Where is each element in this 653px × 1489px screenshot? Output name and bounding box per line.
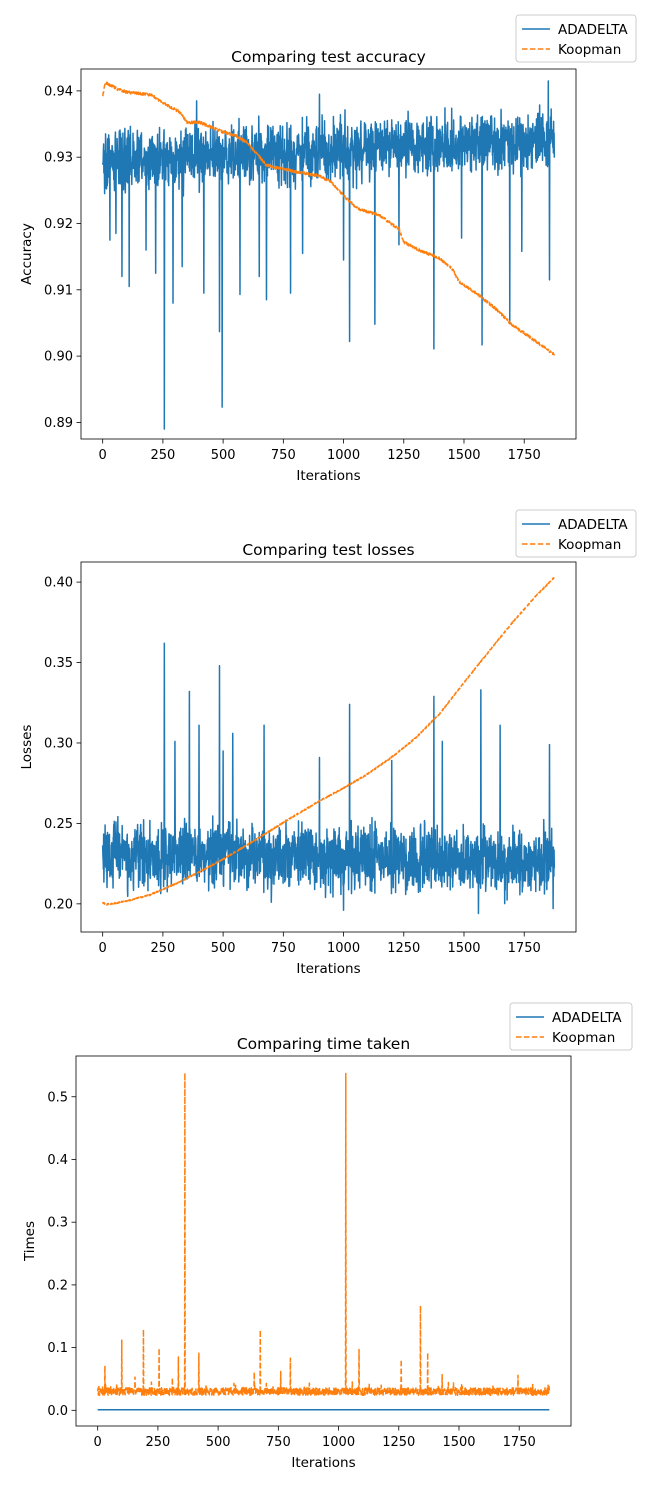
chart-panel-1: 0 250 500 750 1000 1250 1500 1750 0.89 0.90 0.91 0.…	[19, 14, 637, 484]
x-tick-label: 1500	[447, 448, 480, 463]
x-tick-label: 750	[266, 1435, 291, 1450]
legend-label-adadelta: ADADELTA	[558, 22, 628, 38]
legend-label-adadelta: ADADELTA	[558, 517, 628, 533]
y-tick-label: 0.40	[44, 576, 73, 591]
chart-panel-2: 0 250 500 750 1000 1250 1500 1750 0.20 0.25 0.30 0.…	[19, 509, 637, 977]
x-tick-label: 750	[271, 448, 296, 463]
x-tick-label: 250	[145, 1435, 170, 1450]
y-tick-label: 0.5	[47, 1090, 68, 1105]
y-tick-label: 0.35	[44, 656, 73, 671]
legend-label-koopman: Koopman	[558, 42, 621, 58]
plot-frame	[80, 561, 577, 933]
x-tick-label: 250	[150, 941, 175, 956]
y-tick-label: 0.94	[44, 84, 73, 99]
x-tick-label: 1000	[322, 1435, 355, 1450]
legend: ADADELTA Koopman	[515, 509, 637, 558]
y-axis-label: Accuracy	[19, 223, 35, 285]
legend-label-adadelta: ADADELTA	[552, 1010, 622, 1026]
y-tick-label: 0.30	[44, 736, 73, 751]
series-group	[101, 576, 556, 915]
y-axis-label: Losses	[19, 725, 35, 770]
y-tick-label: 0.4	[47, 1153, 68, 1168]
x-axis-label: Iterations	[296, 468, 360, 484]
y-axis-label: Times	[22, 1221, 38, 1262]
plot-frame	[80, 68, 577, 440]
series-line-adadelta	[101, 642, 556, 915]
chart-title: Comparing test losses	[242, 541, 414, 559]
legend-label-koopman: Koopman	[558, 537, 621, 553]
series-line-koopman	[102, 81, 556, 357]
x-tick-label: 1000	[327, 941, 360, 956]
legend-box	[515, 509, 637, 558]
x-axis-label: Iterations	[296, 961, 360, 977]
x-tick-label: 500	[211, 448, 236, 463]
x-tick-label: 500	[206, 1435, 231, 1450]
series-line-koopman	[102, 576, 555, 906]
series-line-adadelta	[101, 80, 556, 430]
x-tick-label: 1250	[387, 448, 420, 463]
series-group	[101, 80, 556, 430]
x-tick-label: 1750	[508, 448, 541, 463]
y-tick-label: 0.93	[44, 151, 73, 166]
chart-title: Comparing time taken	[237, 1035, 410, 1053]
x-axis-label: Iterations	[291, 1455, 355, 1471]
x-tick-label: 0	[94, 1435, 102, 1450]
legend-box	[515, 14, 637, 63]
legend: ADADELTA Koopman	[515, 14, 637, 63]
chart-title: Comparing test accuracy	[231, 48, 426, 66]
chart-panel-3: 0 250 500 750 1000 1250 1500 1750 0.0 0.1 0.2 0.3 0.…	[22, 1002, 633, 1471]
x-tick-label: 1500	[442, 1435, 475, 1450]
x-tick-label: 0	[99, 448, 107, 463]
y-tick-label: 0.1	[47, 1341, 68, 1356]
y-tick-label: 0.2	[47, 1278, 68, 1293]
y-tick-label: 0.90	[44, 350, 73, 365]
series-line-koopman	[96, 1072, 551, 1397]
x-tick-label: 1250	[382, 1435, 415, 1450]
y-tick-label: 0.20	[44, 897, 73, 912]
x-tick-label: 500	[211, 941, 236, 956]
x-tick-label: 1500	[447, 941, 480, 956]
y-tick-label: 0.91	[44, 283, 73, 298]
x-tick-label: 1750	[503, 1435, 536, 1450]
y-tick-label: 0.25	[44, 817, 73, 832]
legend-box	[509, 1002, 633, 1051]
x-tick-label: 1750	[508, 941, 541, 956]
legend: ADADELTA Koopman	[509, 1002, 633, 1051]
y-tick-label: 0.3	[47, 1216, 68, 1231]
y-tick-label: 0.92	[44, 217, 73, 232]
x-tick-label: 250	[150, 448, 175, 463]
plot-frame	[75, 1055, 572, 1427]
y-tick-label: 0.89	[44, 416, 73, 431]
x-tick-label: 1250	[387, 941, 420, 956]
x-tick-label: 0	[99, 941, 107, 956]
y-tick-label: 0.0	[47, 1404, 68, 1419]
series-group	[96, 1072, 551, 1411]
x-tick-label: 1000	[327, 448, 360, 463]
x-tick-label: 750	[271, 941, 296, 956]
legend-label-koopman: Koopman	[552, 1030, 615, 1046]
